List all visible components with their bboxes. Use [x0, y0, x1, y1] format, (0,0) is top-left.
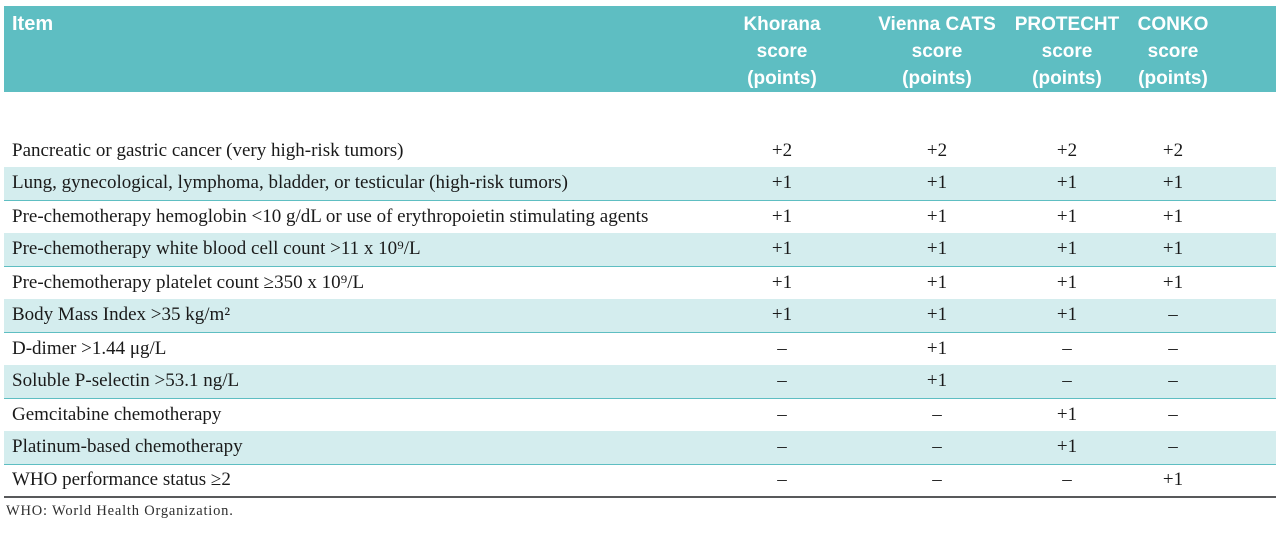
khorana-score-value: –	[777, 337, 787, 359]
row-item-label: Pre-chemotherapy white blood cell count …	[4, 233, 694, 267]
row-item-label: WHO performance status ≥2	[4, 464, 694, 498]
row-spacer	[1216, 299, 1276, 333]
protecht-score-value: –	[1062, 337, 1072, 359]
conko-score-value: –	[1130, 299, 1216, 333]
row-item-label: Pancreatic or gastric cancer (very high-…	[12, 139, 404, 161]
protecht-score-value: +1	[1056, 205, 1078, 227]
row-spacer	[1216, 365, 1276, 399]
table-row: Gemcitabine chemotherapy – – +1 –	[4, 398, 1276, 431]
column-header-vienna-cats: Vienna CATS score (points)	[870, 6, 1004, 92]
conko-score-value: –	[1130, 365, 1216, 399]
khorana-score-value: –	[694, 431, 870, 465]
conko-score-value: +1	[1162, 205, 1184, 227]
protecht-score-value: +1	[1056, 271, 1078, 293]
vienna-cats-score-value: –	[870, 464, 1004, 498]
row-spacer	[1216, 431, 1276, 465]
table-row: Pre-chemotherapy hemoglobin <10 g/dL or …	[4, 200, 1276, 233]
column-header-conko: CONKO score (points)	[1130, 6, 1216, 92]
table-row: WHO performance status ≥2 – – – +1	[4, 464, 1276, 498]
vienna-cats-score-value: +1	[870, 233, 1004, 267]
conko-score-value: +1	[1130, 233, 1216, 267]
row-item-label: Body Mass Index >35 kg/m²	[4, 299, 694, 333]
row-item-label: D-dimer >1.44 μg/L	[12, 337, 167, 359]
protecht-score-value: +1	[1004, 233, 1130, 267]
risk-scores-table: Item Khorana score (points) Vienna CATS …	[4, 6, 1276, 498]
vienna-cats-score-value: +1	[870, 167, 1004, 201]
conko-score-value: +1	[1130, 464, 1216, 498]
row-item-label: Soluble P-selectin >53.1 ng/L	[4, 365, 694, 399]
row-spacer	[1216, 332, 1276, 365]
vienna-cats-score-value: +1	[870, 299, 1004, 333]
protecht-score-value: –	[1004, 365, 1130, 399]
column-header-khorana: Khorana score (points)	[694, 6, 870, 92]
conko-score-value: +2	[1162, 139, 1184, 161]
protecht-score-value: +1	[1056, 403, 1078, 425]
footnote: WHO: World Health Organization.	[6, 503, 234, 519]
row-spacer	[1216, 464, 1276, 498]
khorana-score-value: –	[694, 365, 870, 399]
khorana-score-value: +2	[771, 139, 793, 161]
header-spacer	[1216, 6, 1276, 92]
table-row: Soluble P-selectin >53.1 ng/L – +1 – –	[4, 365, 1276, 399]
table-row: Body Mass Index >35 kg/m² +1 +1 +1 –	[4, 299, 1276, 333]
protecht-score-value: +1	[1004, 167, 1130, 201]
khorana-score-value: +1	[771, 271, 793, 293]
vienna-cats-score-value: +1	[926, 337, 948, 359]
vienna-cats-score-value: +1	[870, 365, 1004, 399]
table-body: Pancreatic or gastric cancer (very high-…	[4, 92, 1276, 498]
row-item-label: Lung, gynecological, lymphoma, bladder, …	[4, 167, 694, 201]
row-item-label: Pre-chemotherapy platelet count ≥350 x 1…	[12, 271, 365, 293]
table-row: D-dimer >1.44 μg/L – +1 – –	[4, 332, 1276, 365]
table-row: Pre-chemotherapy white blood cell count …	[4, 233, 1276, 267]
khorana-score-value: +1	[694, 233, 870, 267]
vienna-cats-score-value: +1	[926, 271, 948, 293]
conko-score-value: +1	[1162, 271, 1184, 293]
protecht-score-value: +1	[1004, 299, 1130, 333]
vienna-cats-score-value: +2	[926, 139, 948, 161]
table-row: Pancreatic or gastric cancer (very high-…	[4, 134, 1276, 167]
conko-score-value: –	[1168, 403, 1178, 425]
vienna-cats-score-value: +1	[926, 205, 948, 227]
header-gap-row	[4, 92, 1276, 134]
conko-score-value: +1	[1130, 167, 1216, 201]
conko-score-value: –	[1130, 431, 1216, 465]
table-header-row: Item Khorana score (points) Vienna CATS …	[4, 6, 1276, 92]
vienna-cats-score-value: –	[870, 431, 1004, 465]
row-item-label: Gemcitabine chemotherapy	[12, 403, 222, 425]
row-spacer	[1216, 233, 1276, 267]
row-item-label: Platinum-based chemotherapy	[4, 431, 694, 465]
conko-score-value: –	[1168, 337, 1178, 359]
row-spacer	[1216, 398, 1276, 431]
protecht-score-value: –	[1004, 464, 1130, 498]
row-spacer	[1216, 167, 1276, 201]
row-spacer	[1216, 134, 1276, 167]
khorana-score-value: +1	[694, 167, 870, 201]
row-item-label: Pre-chemotherapy hemoglobin <10 g/dL or …	[12, 205, 649, 227]
row-spacer	[1216, 266, 1276, 299]
protecht-score-value: +1	[1004, 431, 1130, 465]
khorana-score-value: –	[777, 403, 787, 425]
column-header-item: Item	[4, 6, 694, 92]
vienna-cats-score-value: –	[932, 403, 942, 425]
khorana-score-value: +1	[771, 205, 793, 227]
risk-score-table-page: Item Khorana score (points) Vienna CATS …	[0, 6, 1280, 535]
protecht-score-value: +2	[1056, 139, 1078, 161]
table-row: Lung, gynecological, lymphoma, bladder, …	[4, 167, 1276, 201]
row-spacer	[1216, 200, 1276, 233]
table-row: Pre-chemotherapy platelet count ≥350 x 1…	[4, 266, 1276, 299]
khorana-score-value: –	[694, 464, 870, 498]
table-row: Platinum-based chemotherapy – – +1 –	[4, 431, 1276, 465]
column-header-protecht: PROTECHT score (points)	[1004, 6, 1130, 92]
khorana-score-value: +1	[694, 299, 870, 333]
